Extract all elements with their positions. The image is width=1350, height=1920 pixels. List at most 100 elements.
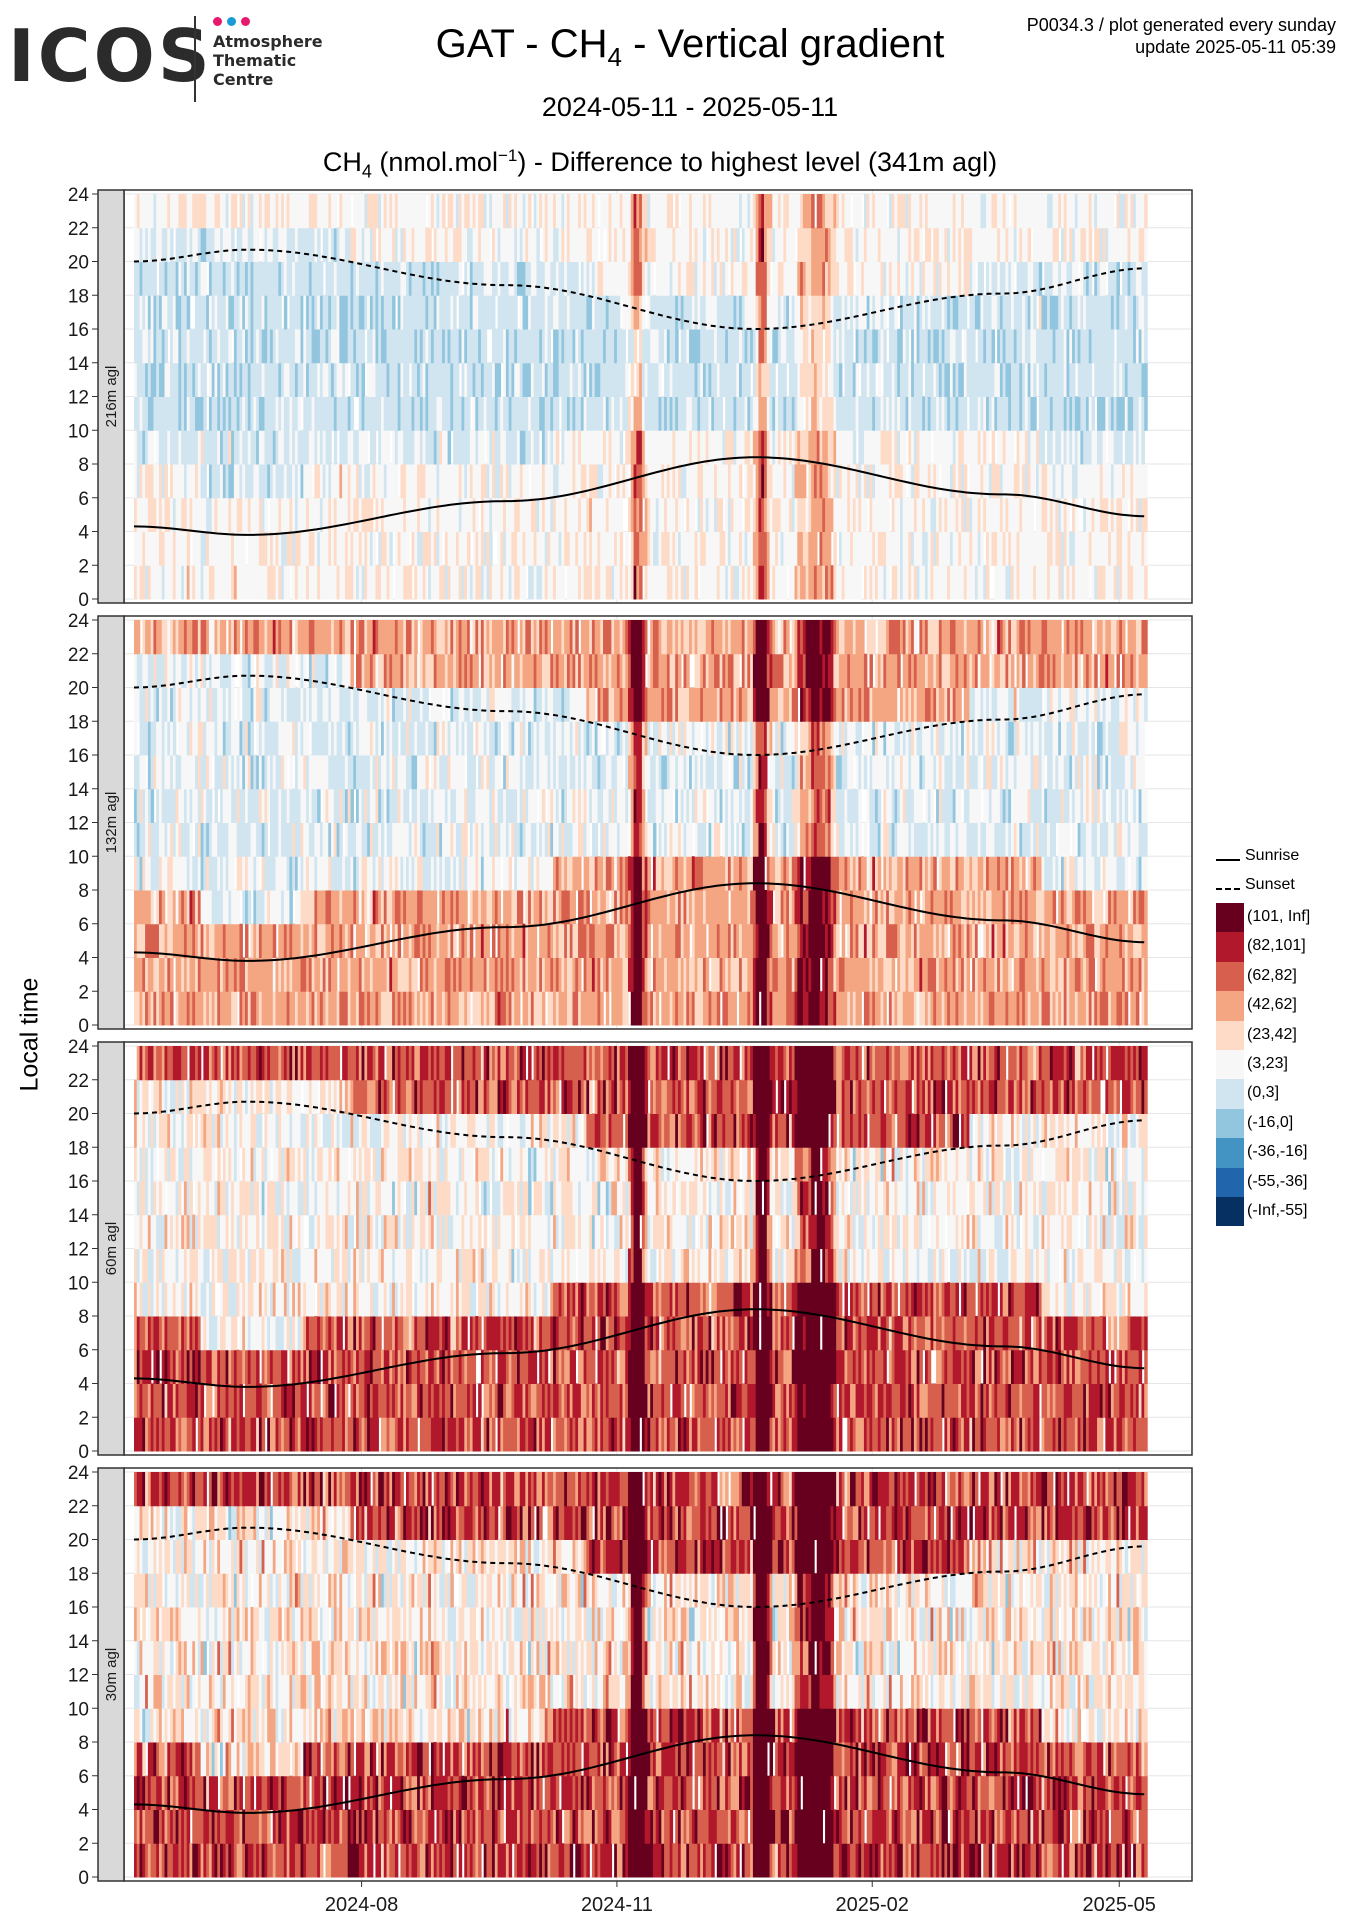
heat-tile <box>1086 565 1089 599</box>
y-tick-label: 20 <box>68 253 89 274</box>
y-tick-label: 22 <box>68 219 89 240</box>
heat-tile <box>373 228 376 262</box>
heat-tile <box>1011 430 1014 464</box>
heat-tile <box>187 532 190 566</box>
y-tick-label: 6 <box>78 489 89 510</box>
heat-tile <box>783 565 786 599</box>
heat-tile <box>739 464 742 498</box>
panel-label: 216m agl <box>103 366 120 428</box>
heat-tile <box>1144 329 1147 363</box>
heat-tile <box>639 498 642 532</box>
heat-tile <box>165 464 168 498</box>
y-tick-label: 18 <box>68 286 89 307</box>
heat-tile <box>620 430 623 464</box>
heat-tile <box>134 721 137 755</box>
heat-tile <box>980 262 983 296</box>
heat-tile <box>695 565 698 599</box>
heat-tile <box>872 363 875 397</box>
heat-tile <box>442 194 445 228</box>
heat-tile <box>1039 262 1042 296</box>
heat-tile <box>894 295 897 329</box>
heat-tile <box>1111 329 1114 363</box>
y-tick-label: 8 <box>78 455 89 476</box>
heat-tile <box>1033 397 1036 431</box>
heat-tile <box>1005 194 1008 228</box>
heat-tile <box>886 565 889 599</box>
heat-tile <box>406 532 409 566</box>
heat-tile <box>858 194 861 228</box>
heat-tile <box>234 194 237 228</box>
heat-tile <box>320 262 323 296</box>
heat-tile <box>595 194 598 228</box>
heat-tile <box>1072 363 1075 397</box>
heat-tile <box>548 329 551 363</box>
heat-tile <box>1011 262 1014 296</box>
heat-tile <box>309 464 312 498</box>
heat-tile <box>617 295 620 329</box>
heat-tile <box>1075 262 1078 296</box>
heat-tile <box>467 532 470 566</box>
heat-tile <box>467 397 470 431</box>
heat-tile <box>992 430 995 464</box>
heat-tile <box>256 228 259 262</box>
y-tick-label: 2 <box>78 556 89 577</box>
heat-tile <box>883 194 886 228</box>
panel-tiles <box>134 194 1148 600</box>
heat-tile <box>242 532 245 566</box>
heat-tile <box>919 228 922 262</box>
y-tick-label: 4 <box>78 523 89 544</box>
heatmap-plot: 216m agl024681012141618202224132m agl024… <box>0 0 1350 1920</box>
heat-tile <box>620 532 623 566</box>
heat-tile <box>492 295 495 329</box>
heat-tile <box>231 228 234 262</box>
heat-tile <box>528 194 531 228</box>
heat-tile <box>203 397 206 431</box>
heat-tile <box>561 565 564 599</box>
heat-tile <box>348 194 351 228</box>
heat-tile <box>864 498 867 532</box>
heat-tile <box>334 430 337 464</box>
heat-tile <box>481 430 484 464</box>
heat-tile <box>392 295 395 329</box>
heat-tile <box>228 329 231 363</box>
heat-tile <box>486 228 489 262</box>
heat-tile <box>1141 430 1144 464</box>
heat-tile <box>1144 532 1147 566</box>
heat-tile <box>814 532 817 566</box>
heat-tile <box>278 295 281 329</box>
heat-tile <box>1144 228 1147 262</box>
heat-tile <box>142 755 145 789</box>
heat-tile <box>620 498 623 532</box>
heat-tile <box>639 565 642 599</box>
heat-tile <box>1144 262 1147 296</box>
heat-tile <box>1144 498 1147 532</box>
heat-tile <box>170 228 173 262</box>
heat-tile <box>284 295 287 329</box>
heat-tile <box>1116 262 1119 296</box>
heat-tile <box>625 363 628 397</box>
heat-tile <box>406 363 409 397</box>
heat-tile <box>1033 363 1036 397</box>
heat-tile <box>803 464 806 498</box>
heat-tile <box>536 228 539 262</box>
heat-tile <box>747 363 750 397</box>
heat-tile <box>928 228 931 262</box>
heat-tile <box>153 262 156 296</box>
heat-tile <box>650 262 653 296</box>
heat-tile <box>767 262 770 296</box>
heat-tile <box>137 620 140 654</box>
heat-tile <box>878 363 881 397</box>
heat-tile <box>625 532 628 566</box>
heat-tile <box>203 464 206 498</box>
heat-tile <box>1042 430 1045 464</box>
heat-tile <box>428 228 431 262</box>
heat-tile <box>203 262 206 296</box>
heat-tile <box>986 430 989 464</box>
heat-tile <box>1144 464 1147 498</box>
heat-tile <box>362 363 365 397</box>
heat-tile <box>370 498 373 532</box>
heat-tile <box>187 295 190 329</box>
heat-tile <box>720 397 723 431</box>
heat-tile <box>409 565 412 599</box>
heat-tile <box>498 363 501 397</box>
